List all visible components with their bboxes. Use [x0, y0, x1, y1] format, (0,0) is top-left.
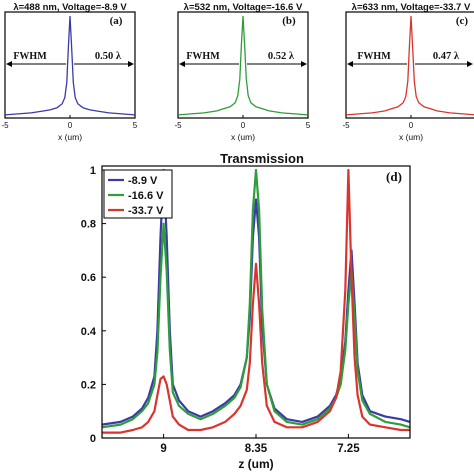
panel-b-series-line — [177, 15, 309, 116]
legend-label-16-6v: -16.6 V — [128, 190, 164, 202]
panel-b-label: (b) — [282, 15, 296, 27]
legend-label-33-7v: -33.7 V — [128, 205, 164, 217]
panel-c-x-ticks: -505 — [342, 115, 474, 130]
panel-a-arrowhead-right — [128, 61, 134, 67]
panel-c-chart: λ=633 nm, Voltage=-33.7 V (c) FWHM 0.47 … — [342, 2, 474, 142]
panel-d-label: (d) — [386, 169, 402, 184]
panel-d-series-group — [101, 168, 411, 434]
legend-label-8-9v: -8.9 V — [128, 175, 158, 187]
panel-d-y-tick-label: 0.6 — [81, 272, 96, 284]
panel-a-arrowhead-left — [6, 61, 12, 67]
panel-d-x-tick-label: 9 — [160, 443, 166, 455]
panel-c-arrowhead-right — [467, 61, 473, 67]
panel-c-x-tick-label: 0 — [409, 121, 414, 130]
panel-c-series-line — [345, 15, 474, 116]
panel-a-x-tick-label: -5 — [1, 121, 9, 130]
panel-a-x-ticks: -5 0 5 — [1, 115, 138, 130]
panel-c-label: (c) — [456, 15, 469, 27]
panel-a-fwhm-label: FWHM — [13, 51, 47, 62]
panel-d-xlabel: z (um) — [238, 457, 273, 471]
panel-d-series-line-2 — [102, 168, 410, 434]
panel-c-x-tick-label: -5 — [342, 121, 350, 130]
panel-d-legend: -8.9 V -16.6 V -33.7 V — [103, 169, 173, 219]
panel-d-y-ticks: 0 0.2 0.4 0.6 0.8 1 — [81, 165, 106, 445]
panel-d-x-ticks: 9 8.35 7.25 — [160, 434, 360, 455]
panel-b-chart: λ=532 nm, Voltage=-16.6 V (b) FWHM 0.52 … — [174, 2, 310, 142]
panel-a-label: (a) — [110, 15, 123, 27]
panel-d-x-tick-label: 8.35 — [245, 443, 268, 455]
panel-c-arrowhead-left — [347, 61, 353, 67]
panel-b-xlabel: x (um) — [231, 132, 255, 142]
panel-d-y-tick-label: 0.2 — [81, 379, 96, 391]
panel-b-x-tick-label: 0 — [241, 121, 246, 130]
panel-d-chart: Transmission (d) 0 0.2 0.4 0.6 0.8 1 9 8.35 7.2… — [81, 151, 411, 471]
panel-d-y-tick-label: 0 — [90, 433, 96, 445]
panel-b-x-tick-label: 5 — [306, 121, 311, 130]
panel-c-title: λ=633 nm, Voltage=-33.7 V — [352, 2, 471, 13]
panel-b-fwhm-value: 0.52 λ — [268, 51, 295, 62]
panel-d-y-tick-label: 0.4 — [81, 326, 97, 338]
panel-c-fwhm-value: 0.47 λ — [433, 51, 460, 62]
panel-a-title: λ=488 nm, Voltage=-8.9 V — [13, 2, 127, 13]
panel-b-x-ticks: -5 0 5 — [174, 115, 311, 130]
panel-a-chart: λ=488 nm, Voltage=-8.9 V (a) FWHM 0.50 λ… — [1, 2, 137, 142]
panel-d-title: Transmission — [220, 151, 304, 166]
panel-a-fwhm-value: 0.50 λ — [95, 51, 122, 62]
panel-d-y-tick-label: 1 — [90, 165, 96, 177]
panel-d-x-tick-label: 7.25 — [337, 443, 360, 455]
panel-a-series-line — [4, 15, 136, 116]
panel-a-x-tick-label: 5 — [133, 121, 138, 130]
panel-b-x-tick-label: -5 — [174, 121, 182, 130]
panel-a-xlabel: x (um) — [58, 132, 82, 142]
panel-a-x-tick-label: 0 — [68, 121, 73, 130]
panel-c-xlabel: x (um) — [399, 132, 423, 142]
panel-b-arrowhead-right — [301, 61, 307, 67]
panel-b-frame — [177, 11, 309, 119]
panel-b-title: λ=532 nm, Voltage=-16.6 V — [184, 2, 303, 13]
panel-d-y-tick-label: 0.8 — [81, 219, 96, 231]
panel-b-fwhm-label: FWHM — [186, 51, 220, 62]
panel-c-fwhm-label: FWHM — [357, 51, 391, 62]
panel-b-arrowhead-left — [179, 61, 185, 67]
